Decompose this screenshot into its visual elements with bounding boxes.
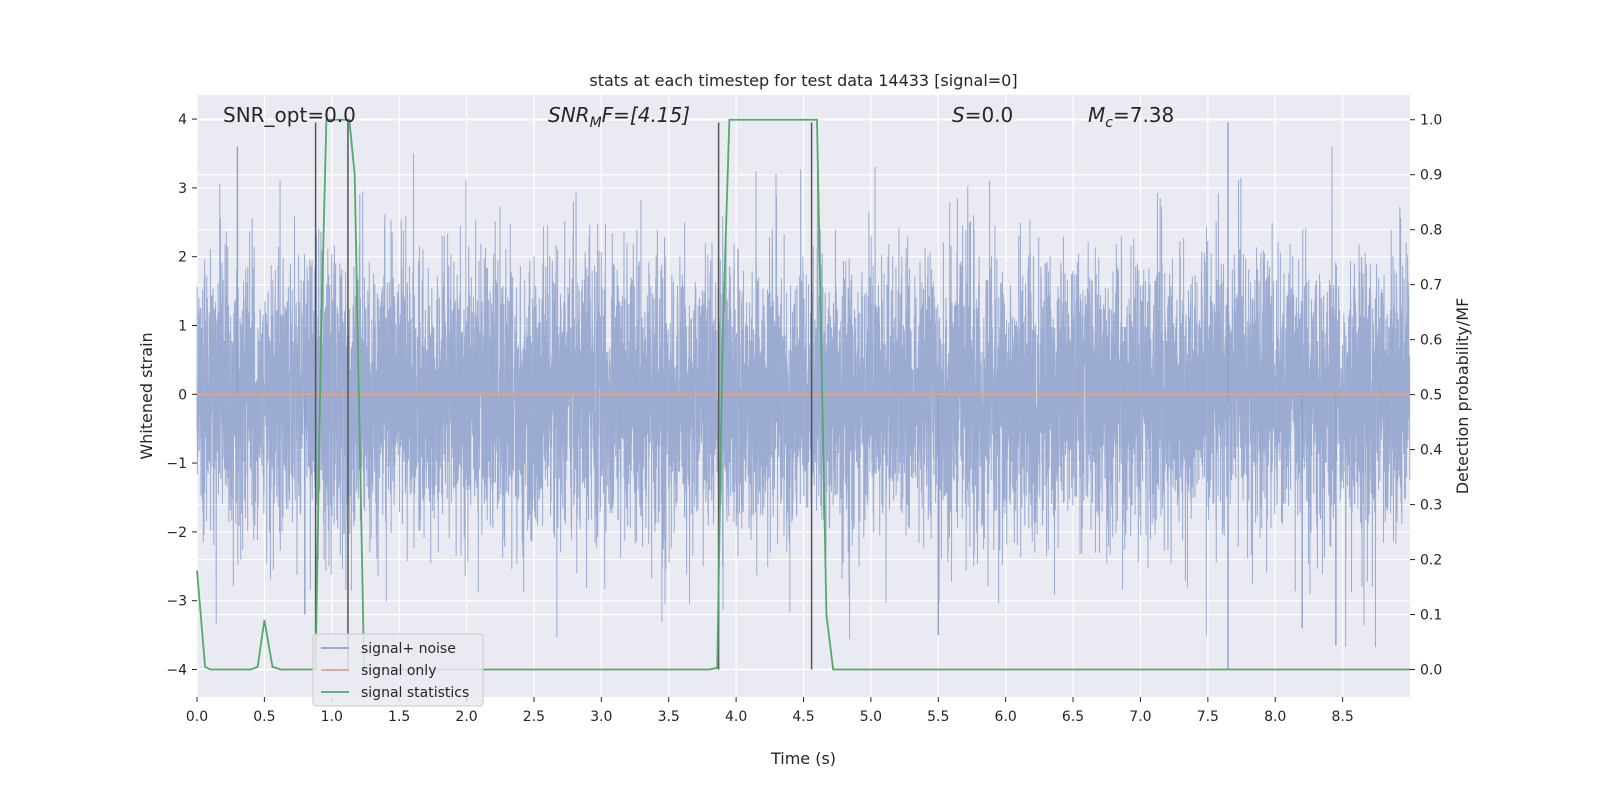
y-axis-label-right: Detection probability/MF xyxy=(1453,298,1472,495)
annotation-s: S=0.0 xyxy=(952,103,1013,127)
x-tick-label: 8.5 xyxy=(1331,709,1353,725)
legend-label-signal-statistics: signal statistics xyxy=(361,685,469,701)
line-signal-plus-noise xyxy=(196,146,1411,648)
annotation-snr-mf-rest: F=[4.15] xyxy=(602,103,690,127)
legend-box xyxy=(312,633,484,707)
y-axis-label: Whitened strain xyxy=(137,332,156,459)
y-tick-label-right: 0.8 xyxy=(1420,223,1442,239)
y-tick-label-right: 0.3 xyxy=(1420,498,1442,514)
x-tick-label: 1.0 xyxy=(321,709,343,725)
x-tick-label: 3.0 xyxy=(590,709,612,725)
y-tick-label-right: 0.7 xyxy=(1420,278,1442,294)
annotation-snr-mf: SNRMF=[4.15] xyxy=(548,103,690,131)
x-tick-label: 0.0 xyxy=(186,709,208,725)
x-axis-label: Time (s) xyxy=(770,749,836,768)
x-tick-label: 7.0 xyxy=(1129,709,1151,725)
annotation-mc-rest: =7.38 xyxy=(1113,103,1174,127)
x-tick-label: 5.0 xyxy=(860,709,882,725)
x-tick-label: 2.0 xyxy=(455,709,477,725)
annotation-snr-mf-sub: M xyxy=(590,115,602,131)
y-tick-label: 3 xyxy=(178,181,187,197)
annotation-mc-main: M xyxy=(1088,103,1105,127)
x-tick-label: 6.5 xyxy=(1062,709,1084,725)
y-tick-label-right: 1.0 xyxy=(1420,113,1442,129)
annotation-s-rest: =0.0 xyxy=(965,103,1014,127)
x-tick-label: 6.0 xyxy=(995,709,1017,725)
annotation-mc: Mc=7.38 xyxy=(1088,103,1174,131)
x-tick-label: 4.0 xyxy=(725,709,747,725)
y-tick-label: 1 xyxy=(178,318,187,334)
y-tick-label-right: 0.5 xyxy=(1420,388,1442,404)
y-tick-label-right: 0.6 xyxy=(1420,333,1442,349)
annotation-snr-mf-main: SNR xyxy=(548,103,590,127)
annotation-s-italic: S xyxy=(952,103,965,127)
y-tick-label: 0 xyxy=(178,387,187,403)
y-tick-label: −4 xyxy=(166,662,187,678)
x-tick-label: 5.5 xyxy=(927,709,949,725)
y-tick-label: −1 xyxy=(166,456,187,472)
axis-ticks: 0.0 0.5 1.0 1.5 2.0 2.5 3.0 3.5 4.0 4.5 5.0 5.5 6.0 6… xyxy=(166,112,1442,725)
y-tick-label-right: 0.1 xyxy=(1420,608,1442,624)
x-tick-label: 4.5 xyxy=(792,709,814,725)
x-tick-label: 7.5 xyxy=(1197,709,1219,725)
y-tick-label: 2 xyxy=(178,250,187,266)
x-tick-label: 8.0 xyxy=(1264,709,1286,725)
x-tick-label: 2.5 xyxy=(523,709,545,725)
y-tick-label-right: 0.2 xyxy=(1420,553,1442,569)
y-tick-label-right: 0.9 xyxy=(1420,168,1442,184)
chart-title: stats at each timestep for test data 144… xyxy=(589,71,1017,90)
annotation-mc-sub: c xyxy=(1105,115,1113,131)
y-tick-label: −2 xyxy=(166,525,187,541)
legend: signal+ noise signal only signal statist… xyxy=(312,633,484,707)
x-tick-label: 3.5 xyxy=(658,709,680,725)
y-tick-label-right: 0.0 xyxy=(1420,663,1442,679)
y-tick-label: 4 xyxy=(178,112,187,128)
y-tick-label-right: 0.4 xyxy=(1420,443,1442,459)
legend-label-signal-plus-noise: signal+ noise xyxy=(361,641,456,657)
x-tick-label: 1.5 xyxy=(388,709,410,725)
legend-label-signal-only: signal only xyxy=(361,663,436,679)
x-tick-label: 0.5 xyxy=(253,709,275,725)
y-tick-label: −3 xyxy=(166,594,187,610)
annotation-snr-opt: SNR_opt=0.0 xyxy=(223,103,356,127)
